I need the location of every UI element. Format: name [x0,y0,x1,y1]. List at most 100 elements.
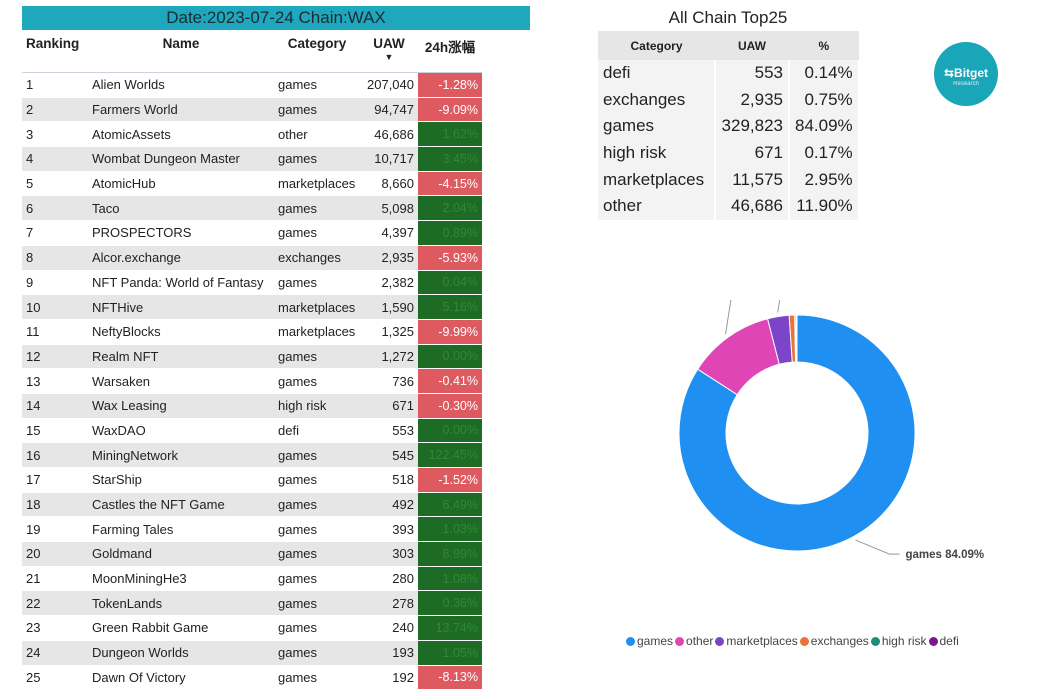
table-row[interactable]: 5 AtomicHub marketplaces 8,660 -4.15% [22,171,482,197]
summary-header-category[interactable]: Category [598,31,715,60]
table-row[interactable]: 2 Farmers World games 94,747 -9.09% [22,97,482,123]
rank-cell: 20 [22,541,88,567]
legend-dot-icon [870,637,880,646]
category-cell: games [274,220,360,246]
change-cell: 0.89% [418,220,482,246]
table-row[interactable]: 19 Farming Tales games 393 1.03% [22,516,482,543]
summary-row[interactable]: defi 553 0.14% [598,60,860,87]
table-row[interactable]: 15 WaxDAO defi 553 0.00% [22,418,482,444]
table-row[interactable]: 17 StarShip games 518 -1.52% [22,467,482,493]
summary-row[interactable]: high risk 671 0.17% [598,139,860,167]
legend-item[interactable]: marketplaces [715,634,798,648]
change-cell: 1.62% [418,121,482,148]
summary-row[interactable]: exchanges 2,935 0.75% [598,86,860,114]
table-row[interactable]: 9 NFT Panda: World of Fantasy games 2,382 0.… [22,270,482,296]
category-cell: games [274,541,360,567]
header-uaw-label: UAW [373,36,405,51]
header-name[interactable]: Name [88,30,274,73]
table-row[interactable]: 18 Castles the NFT Game games 492 6.49% [22,492,482,518]
legend-item[interactable]: exchanges [799,634,869,648]
ranking-panel: Date:2023-07-24 Chain:WAX Ranking Name C… [22,6,532,690]
summary-pct-cell: 84.09% [789,113,860,140]
header-ranking[interactable]: Ranking [22,30,88,73]
table-row[interactable]: 14 Wax Leasing high risk 671 -0.30% [22,393,482,419]
table-row[interactable]: 6 Taco games 5,098 2.04% [22,195,482,222]
name-cell: Alcor.exchange [88,245,274,271]
table-row[interactable]: 25 Dawn Of Victory games 192 -8.13% [22,665,482,690]
rank-cell: 23 [22,615,88,641]
summary-row[interactable]: other 46,686 11.90% [598,192,860,220]
summary-row[interactable]: marketplaces 11,575 2.95% [598,166,860,193]
category-cell: games [274,516,360,543]
table-row[interactable]: 24 Dungeon Worlds games 193 1.05% [22,640,482,666]
summary-header-uaw[interactable]: UAW [715,31,789,60]
uaw-cell: 5,098 [360,195,418,222]
uaw-cell: 1,325 [360,319,418,345]
donut-slice-games[interactable] [678,314,916,552]
table-row[interactable]: 21 MoonMiningHe3 games 280 1.08% [22,566,482,592]
table-row[interactable]: 20 Goldmand games 303 8.99% [22,541,482,567]
table-row[interactable]: 13 Warsaken games 736 -0.41% [22,368,482,394]
table-row[interactable]: 22 TokenLands games 278 0.36% [22,590,482,617]
uaw-cell: 736 [360,368,418,394]
table-row[interactable]: 1 Alien Worlds games 207,040 -1.28% [22,72,482,98]
uaw-cell: 1,272 [360,344,418,370]
legend-item[interactable]: games [626,634,673,648]
legend-item[interactable]: defi [928,634,959,648]
table-row[interactable]: 23 Green Rabbit Game games 240 13.74% [22,615,482,641]
legend-item[interactable]: high risk [870,634,927,648]
header-category[interactable]: Category [274,30,360,73]
summary-category-cell: other [598,192,716,220]
table-row[interactable]: 8 Alcor.exchange exchanges 2,935 -5.93% [22,245,482,271]
summary-header-pct[interactable]: % [789,31,859,60]
uaw-cell: 46,686 [360,121,418,148]
legend-label: other [686,634,714,648]
rank-cell: 4 [22,146,88,172]
category-cell: exchanges [274,245,360,271]
table-row[interactable]: 4 Wombat Dungeon Master games 10,717 3.45% [22,146,482,172]
uaw-cell: 2,935 [360,245,418,271]
change-cell: 1.08% [418,566,482,592]
change-cell: -5.93% [418,245,482,271]
header-uaw[interactable]: UAW ▼ [360,30,418,73]
table-row[interactable]: 7 PROSPECTORS games 4,397 0.89% [22,220,482,246]
uaw-cell: 278 [360,590,418,617]
header-24h-change[interactable]: 24h涨幅 [418,30,482,73]
category-donut-chart: games 84.09%other 11.90%marketplaces 2.9… [647,300,984,561]
change-cell: -8.13% [418,665,482,690]
rank-cell: 17 [22,467,88,493]
leader-line [777,300,781,313]
category-cell: games [274,467,360,493]
table-row[interactable]: 3 AtomicAssets other 46,686 1.62% [22,121,482,148]
rank-cell: 13 [22,368,88,394]
name-cell: Alien Worlds [88,72,274,98]
category-cell: games [274,442,360,468]
change-cell: -4.15% [418,171,482,197]
name-cell: NFT Panda: World of Fantasy [88,270,274,296]
change-cell: 5.16% [418,294,482,320]
name-cell: PROSPECTORS [88,220,274,246]
table-row[interactable]: 12 Realm NFT games 1,272 0.00% [22,344,482,370]
summary-pct-cell: 2.95% [789,166,860,193]
category-cell: games [274,344,360,370]
uaw-cell: 8,660 [360,171,418,197]
rank-cell: 11 [22,319,88,345]
rank-cell: 5 [22,171,88,197]
donut-slice-defi[interactable] [795,314,798,363]
legend-item[interactable]: other [675,634,713,648]
chart-legend: games other marketplaces exchanges high risk… [626,634,961,648]
summary-pct-cell: 11.90% [789,192,860,220]
table-row[interactable]: 10 NFTHive marketplaces 1,590 5.16% [22,294,482,320]
rank-cell: 14 [22,393,88,419]
table-row[interactable]: 16 MiningNetwork games 545 122.45% [22,442,482,468]
change-cell: -1.28% [418,72,482,98]
summary-row[interactable]: games 329,823 84.09% [598,113,860,140]
legend-dot-icon [715,637,725,646]
uaw-cell: 671 [360,393,418,419]
name-cell: Castles the NFT Game [88,492,274,518]
rank-cell: 12 [22,344,88,370]
table-row[interactable]: 11 NeftyBlocks marketplaces 1,325 -9.99% [22,319,482,345]
summary-uaw-cell: 553 [715,60,790,87]
legend-label: high risk [881,634,927,648]
name-cell: Wax Leasing [88,393,274,419]
